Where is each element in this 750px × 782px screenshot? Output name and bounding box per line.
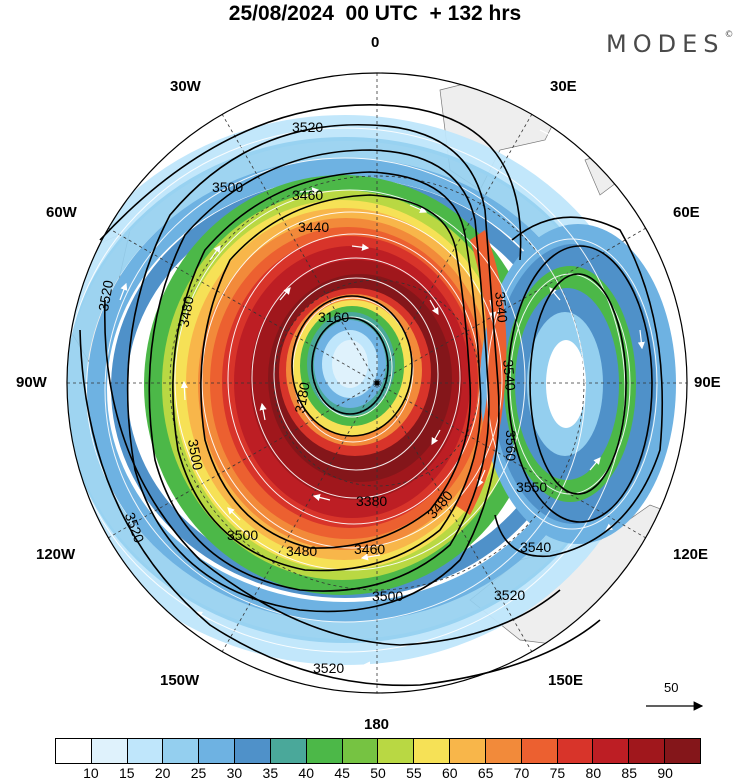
colorbar-cell [378, 739, 415, 763]
contour-label: 3500 [372, 588, 403, 604]
colorbar-cell [521, 739, 558, 763]
colorbar-cell [163, 739, 200, 763]
contour-label: 3460 [354, 541, 385, 557]
contour-label: 3500 [227, 527, 258, 543]
contour-label-group: 3520 3500 3460 3440 3480 3160 3180 3520 … [95, 119, 551, 676]
contour-label: 3480 [175, 295, 196, 329]
colorbar-tick-label: 25 [190, 765, 207, 781]
contour-label: 3560 [503, 430, 519, 461]
colorbar-cell [235, 739, 271, 763]
contour-label: 3500 [212, 179, 243, 195]
colorbar-tick-label: 70 [513, 765, 530, 781]
chart-title: 25/08/2024 00 UTC + 132 hrs [228, 2, 522, 25]
colorbar-tick-label: 55 [406, 765, 422, 781]
contour-label: 3520 [494, 587, 525, 603]
lon-label-120w: 120W [36, 546, 76, 563]
contour-label: 3480 [286, 543, 317, 559]
reference-vector-label: 50 [664, 680, 679, 695]
colorbar-tick-label: 50 [370, 765, 386, 781]
logo-text: MODES [606, 30, 725, 58]
colorbar-tick-label: 35 [262, 765, 279, 781]
colorbar [55, 738, 701, 764]
colorbar-tick-label: 75 [549, 765, 566, 781]
colorbar-ticks: 10 15 20 25 30 35 40 45 50 55 60 65 70 75 80 85 90 [55, 765, 701, 782]
colorbar-tick-label: 10 [83, 765, 99, 781]
colorbar-tick-label: 85 [621, 765, 638, 781]
lon-label-150e: 150E [548, 672, 584, 689]
colorbar-cell [593, 739, 630, 763]
lon-label-120e: 120E [673, 546, 709, 563]
colorbar-cell [485, 739, 522, 763]
lon-label-30w: 30W [170, 78, 201, 95]
lon-label-90e: 90E [694, 374, 721, 391]
colorbar-tick-label: 40 [298, 765, 315, 781]
colorbar-tick-label: 80 [585, 765, 602, 781]
contour-label: 3520 [95, 279, 116, 313]
streamlines [64, 127, 658, 653]
colorbar-cell [91, 739, 128, 763]
contour-label: 3500 [185, 438, 206, 472]
colorbar-cell [199, 739, 236, 763]
colorbar-cell [629, 739, 666, 763]
contour-label: 3520 [292, 119, 323, 135]
colorbar-cell [270, 739, 307, 763]
colorbar-tick-label: 15 [118, 765, 135, 781]
lon-label-0: 0 [371, 34, 380, 51]
colorbar-cell [414, 739, 451, 763]
colorbar-tick-label: 45 [334, 765, 350, 781]
contour-label: 3160 [318, 309, 349, 325]
colorbar-cell [56, 739, 92, 763]
lon-label-90w: 90W [16, 374, 47, 391]
colorbar-cell [306, 739, 343, 763]
colorbar-tick-label: 65 [477, 765, 494, 781]
contour-label: 3540 [500, 359, 519, 392]
colorbar-cell [557, 739, 594, 763]
colorbar-tick-label: 60 [441, 765, 458, 781]
colorbar-tick-label: 90 [657, 765, 673, 781]
colorbar-cell [450, 739, 486, 763]
lon-label-150w: 150W [160, 672, 200, 689]
colorbar-cell [342, 739, 379, 763]
contour-label: 3540 [520, 539, 551, 555]
contour-label: 3460 [292, 187, 323, 203]
map-boundary [66, 72, 688, 694]
lon-label-60w: 60W [46, 204, 77, 221]
contour-label: 3380 [356, 493, 387, 509]
colorbar-tick-label: 30 [226, 765, 243, 781]
contour-label: 3440 [298, 219, 329, 235]
lon-label-60e: 60E [673, 204, 700, 221]
colorbar-tick-label: 20 [154, 765, 171, 781]
wind-arrows [119, 129, 645, 669]
contour-label: 3550 [516, 479, 547, 495]
contour-label: 3180 [291, 381, 312, 415]
lon-label-180: 180 [364, 716, 390, 733]
logo-mark: © [724, 30, 734, 40]
south-pole-marker [374, 380, 380, 386]
modes-logo: MODES© [606, 30, 733, 58]
contour-label: 3520 [313, 660, 344, 676]
contour-label: 3540 [492, 291, 511, 324]
colorbar-cell [665, 739, 700, 763]
colorbar-cell [127, 739, 164, 763]
lon-label-30e: 30E [550, 78, 577, 95]
height-contours [79, 104, 664, 687]
